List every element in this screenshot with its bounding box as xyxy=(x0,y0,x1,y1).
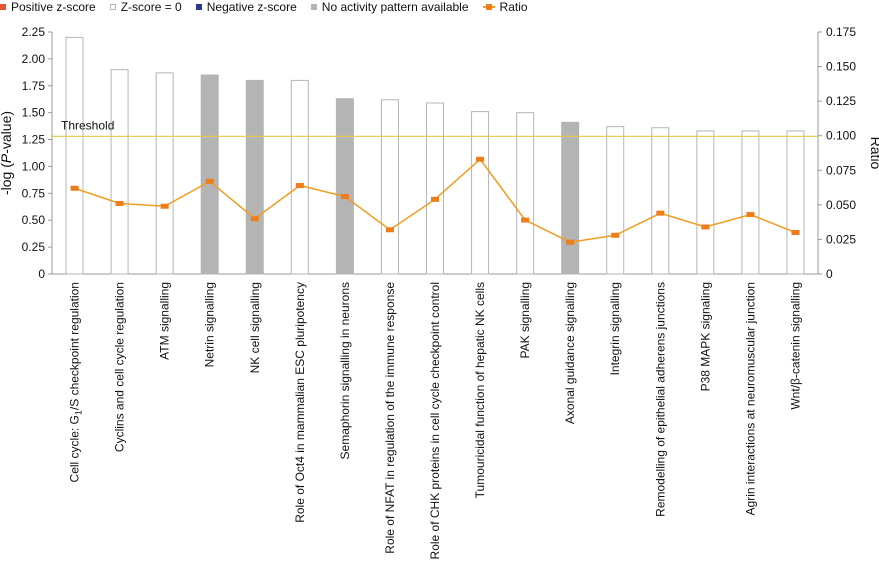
bar xyxy=(651,127,670,275)
threshold-label: Threshold xyxy=(61,118,114,132)
legend-swatch-ratio xyxy=(482,4,495,10)
legend-swatch-zero xyxy=(109,4,116,10)
ratio-point xyxy=(115,200,124,206)
ratio-point xyxy=(611,232,620,238)
y-tick-label-left: 1.25 xyxy=(22,133,46,147)
x-tick-label: Agrin interactions at neuromuscular junc… xyxy=(743,282,757,515)
y-tick-label-right: 0.150 xyxy=(826,60,856,74)
ratio-point xyxy=(340,194,349,200)
x-tick-label: Cell cycle: G1/S checkpoint regulation xyxy=(68,282,84,482)
y-tick-label-left: 1.50 xyxy=(22,106,46,120)
bar xyxy=(786,130,805,275)
legend-swatch-none xyxy=(310,4,317,10)
ratio-point xyxy=(295,182,304,188)
legend-item-positive: Positive z-score xyxy=(0,0,96,14)
bar xyxy=(516,112,535,275)
y-tick-label-left: 0 xyxy=(38,267,45,281)
bar xyxy=(741,130,760,275)
y-tick-label-left: 1.75 xyxy=(22,79,46,93)
bar xyxy=(426,102,444,275)
chart-legend: Positive z-score Z-score = 0 Negative z-… xyxy=(0,0,542,14)
x-tick-label: Axonal guidance signalling xyxy=(563,282,577,424)
legend-label-positive: Positive z-score xyxy=(11,0,96,14)
y-tick-label-left: 2.00 xyxy=(22,52,46,66)
legend-item-zero: Z-score = 0 xyxy=(109,0,182,14)
x-tick-label: Role of Oct4 in mammalian ESC pluripoten… xyxy=(293,282,307,523)
bar xyxy=(200,74,219,275)
x-tick-label: Role of CHK proteins in cell cycle check… xyxy=(428,282,442,559)
bar xyxy=(245,79,264,275)
ratio-point xyxy=(385,227,394,233)
ratio-point xyxy=(205,178,214,184)
x-tick-label: ATM signalling xyxy=(158,282,172,360)
x-tick-label: Integrin signalling xyxy=(608,282,622,375)
x-tick-label: P38 MAPK signaling xyxy=(698,282,712,391)
legend-item-none: No activity pattern available xyxy=(310,0,469,14)
y-tick-label-right: 0.050 xyxy=(826,198,856,212)
bar xyxy=(65,36,84,275)
y-tick-label-right: 0.125 xyxy=(826,94,856,108)
bar xyxy=(606,126,625,275)
y-tick-label-right: 0.075 xyxy=(826,163,856,177)
bar xyxy=(561,121,580,275)
x-tick-label: Tumouricidal function of hepatic NK cell… xyxy=(473,282,487,498)
y-tick-label-left: 2.25 xyxy=(22,25,46,39)
x-tick-label: Semaphorin signalling in neurons xyxy=(338,282,352,459)
y-tick-label-left: 1.00 xyxy=(22,159,46,173)
ratio-point xyxy=(746,212,755,218)
ratio-point xyxy=(656,210,665,216)
ratio-point xyxy=(70,185,79,191)
x-tick-label: Wnt/β-catenin signalling xyxy=(788,282,802,410)
x-tick-label: Role of NFAT in regulation of the immune… xyxy=(383,282,397,554)
y-tick-label-right: 0.025 xyxy=(826,232,856,246)
ratio-point xyxy=(476,156,485,162)
y-tick-label-left: 0.50 xyxy=(22,213,46,227)
ratio-point xyxy=(250,216,259,222)
y-tick-label-left: 0.25 xyxy=(22,240,46,254)
legend-label-none: No activity pattern available xyxy=(321,0,469,14)
legend-label-zero: Z-score = 0 xyxy=(120,0,182,14)
y-tick-label-right: 0.100 xyxy=(826,129,856,143)
ratio-point xyxy=(791,230,800,236)
y-tick-label-left: 0.75 xyxy=(22,186,46,200)
ratio-point xyxy=(701,224,710,230)
legend-item-ratio: Ratio xyxy=(482,0,528,14)
ratio-point xyxy=(521,217,530,223)
legend-swatch-negative xyxy=(195,4,202,10)
bar xyxy=(335,98,354,275)
bar xyxy=(471,111,490,275)
ratio-point xyxy=(431,196,439,202)
y2-axis-title: Ratio xyxy=(868,137,879,170)
legend-item-negative: Negative z-score xyxy=(195,0,297,14)
x-tick-label: NK cell signalling xyxy=(248,282,262,373)
bar xyxy=(696,130,715,275)
x-tick-label: Remodelling of epithelial adherens junct… xyxy=(653,282,667,517)
ratio-point xyxy=(160,203,169,209)
bar xyxy=(155,72,174,275)
y-axis-title: -log (P-value) xyxy=(0,111,14,195)
y-tick-label-right: 0.175 xyxy=(826,25,856,39)
bar xyxy=(290,79,309,275)
ratio-point xyxy=(566,239,575,245)
x-tick-label: PAK signalling xyxy=(518,282,532,359)
legend-swatch-positive xyxy=(0,4,6,10)
legend-label-ratio: Ratio xyxy=(499,0,528,14)
legend-label-negative: Negative z-score xyxy=(206,0,297,14)
x-tick-label: Netrin signalling xyxy=(203,282,217,367)
bar xyxy=(110,69,129,275)
bar xyxy=(380,99,399,275)
x-tick-label: Cyclins and cell cycle regulation xyxy=(113,282,127,452)
y-tick-label-right: 0 xyxy=(826,267,833,281)
